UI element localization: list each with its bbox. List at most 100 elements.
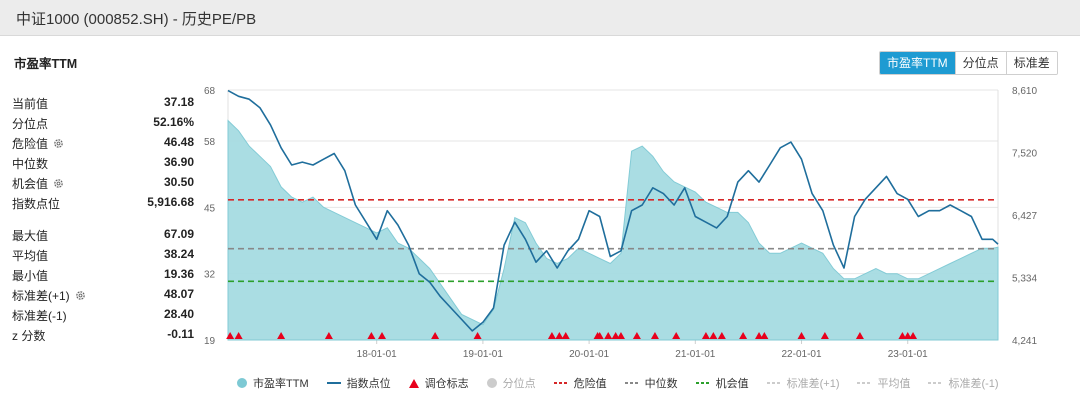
legend-label: 调仓标志: [424, 378, 469, 390]
legend-item[interactable]: 调仓标志: [408, 375, 469, 391]
legend-label: 标准差(+1): [786, 378, 840, 390]
stat-row: 最大值 67.09: [12, 224, 194, 244]
y-right-tick-label: 4,241: [1012, 336, 1037, 347]
stat-value: 19.36: [163, 267, 194, 281]
section-title: 市盈率TTM: [14, 57, 78, 71]
stat-value: 30.50: [163, 175, 194, 189]
y-right-tick-label: 8,610: [1012, 86, 1037, 97]
rebalance-marker: [234, 332, 243, 339]
legend-item[interactable]: 平均值: [856, 375, 910, 391]
chart-legend: 市盈率TTM 指数点位 调仓标志 分位点 危险值 中位数 机会值 标准差(+1) 平均值 标准差(…: [236, 375, 1016, 391]
legend-dash-icon: [624, 382, 639, 384]
y-right-tick-label: 5,334: [1012, 273, 1037, 284]
y-left-tick-label: 58: [204, 137, 216, 148]
legend-line-icon: [326, 382, 341, 384]
rebalance-marker: [616, 332, 625, 339]
rebalance-marker: [561, 332, 570, 339]
stat-value: 67.09: [163, 227, 194, 241]
legend-triangle-icon: [408, 379, 419, 388]
legend-dash-icon: [857, 382, 872, 384]
stat-label-text: z 分数: [12, 329, 46, 343]
rebalance-marker: [820, 332, 829, 339]
rebalance-marker: [797, 332, 806, 339]
y-left-tick-label: 68: [204, 86, 216, 97]
legend-item[interactable]: 标准差(-1): [927, 375, 999, 391]
stat-label: 最小值: [12, 267, 48, 284]
gear-icon[interactable]: [75, 290, 86, 301]
legend-label: 标准差(-1): [948, 378, 999, 390]
pe-chart: 68 58 45 32 19 8,610 7,520 6,427 5,334 4,241 18-01…: [204, 86, 1037, 360]
legend-label: 危险值: [573, 378, 607, 390]
legend-label: 市盈率TTM: [253, 378, 309, 390]
legend-item[interactable]: 指数点位: [326, 375, 391, 391]
stat-label: z 分数: [12, 327, 45, 344]
legend-circle-icon: [486, 378, 497, 388]
stat-label: 标准差(-1): [12, 307, 67, 324]
stat-label-text: 机会值: [12, 177, 49, 191]
stat-row: 指数点位 5,916.68: [12, 192, 194, 212]
stat-label-text: 最大值: [12, 229, 49, 243]
tab-percentile[interactable]: 分位点: [954, 52, 1006, 74]
legend-dash-icon: [928, 382, 943, 384]
legend-item[interactable]: 市盈率TTM: [236, 375, 309, 391]
stat-row: 标准差(+1) 48.07: [12, 284, 194, 304]
metric-tab-group: 市盈率TTM 分位点 标准差: [879, 51, 1058, 75]
rebalance-marker: [431, 332, 440, 339]
rebalance-marker: [739, 332, 748, 339]
stat-value: 52.16%: [153, 115, 194, 129]
legend-circle-icon: [237, 378, 247, 388]
rebalance-marker: [473, 332, 482, 339]
tab-std-dev[interactable]: 标准差: [1005, 52, 1057, 74]
stat-row: 当前值 37.18: [12, 92, 194, 112]
stat-label-text: 当前值: [12, 97, 49, 111]
stat-label: 平均值: [12, 247, 48, 264]
title-bar: 中证1000 (000852.SH) - 历史PE/PB: [0, 0, 1080, 36]
tab-pe-ttm[interactable]: 市盈率TTM: [880, 52, 955, 74]
stat-row: 分位点 52.16%: [12, 112, 194, 132]
rebalance-marker: [277, 332, 286, 339]
legend-item[interactable]: 标准差(+1): [766, 375, 840, 391]
gear-icon[interactable]: [53, 138, 64, 149]
legend-item[interactable]: 中位数: [624, 375, 678, 391]
stat-value: 5,916.68: [147, 195, 194, 209]
stat-label: 中位数: [12, 155, 48, 172]
stat-row: 机会值 30.50: [12, 172, 194, 192]
rebalance-marker: [755, 332, 764, 339]
y-right-tick-label: 6,427: [1012, 211, 1037, 222]
rebalance-marker: [611, 332, 620, 339]
rebalance-marker: [547, 332, 556, 339]
legend-dash-icon: [553, 382, 568, 384]
gear-icon[interactable]: [53, 178, 64, 189]
stat-label: 当前值: [12, 95, 48, 112]
stat-row: 标准差(-1) 28.40: [12, 304, 194, 324]
stat-label-text: 指数点位: [12, 197, 61, 211]
stat-row: 最小值 19.36: [12, 264, 194, 284]
rebalance-marker: [855, 332, 864, 339]
rebalance-marker: [604, 332, 613, 339]
stat-label-text: 危险值: [12, 137, 49, 151]
stat-value: 28.40: [163, 307, 194, 321]
legend-item[interactable]: 危险值: [553, 375, 607, 391]
x-tick-label: 20-01-01: [569, 349, 609, 360]
legend-item[interactable]: 分位点: [486, 375, 536, 391]
rebalance-marker: [909, 332, 918, 339]
legend-label: 平均值: [877, 378, 911, 390]
legend-label: 分位点: [502, 378, 536, 390]
stat-value: 46.48: [163, 135, 194, 149]
x-tick-label: 21-01-01: [675, 349, 715, 360]
legend-dash-icon: [766, 382, 781, 384]
rebalance-marker: [595, 332, 604, 339]
rebalance-marker: [760, 332, 769, 339]
rebalance-marker: [701, 332, 710, 339]
stat-value: 36.90: [163, 155, 194, 169]
index-line: [227, 89, 999, 332]
legend-item[interactable]: 机会值: [695, 375, 749, 391]
legend-label: 机会值: [715, 378, 749, 390]
stat-value: 38.24: [163, 247, 194, 261]
rebalance-marker: [650, 332, 659, 339]
stat-label: 危险值: [12, 135, 64, 152]
stat-label-text: 平均值: [12, 249, 49, 263]
rebalance-marker: [324, 332, 333, 339]
stat-label: 指数点位: [12, 195, 60, 212]
stat-label-text: 标准差(-1): [12, 309, 67, 323]
